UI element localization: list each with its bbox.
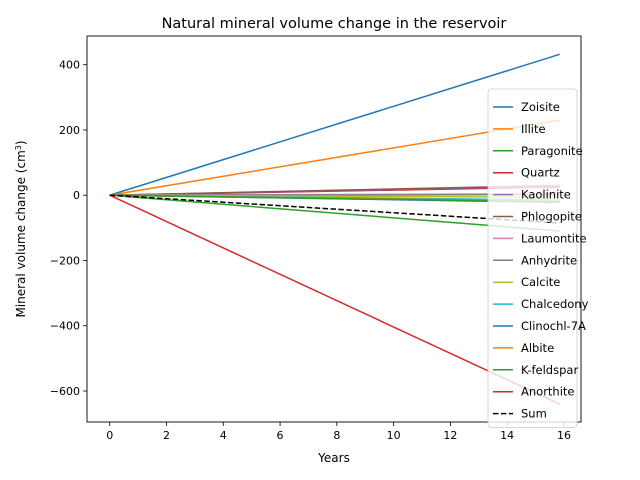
- x-tick-label: 12: [443, 429, 457, 442]
- legend-label: Clinochl-7A: [521, 319, 586, 333]
- x-tick-label: 2: [163, 429, 170, 442]
- legend-label: Laumontite: [521, 231, 587, 245]
- legend-label: Paragonite: [521, 144, 583, 158]
- legend-label: Illite: [521, 122, 546, 136]
- legend-label: Calcite: [521, 275, 560, 289]
- legend: Zoisite Illite Paragonite Quartz Kaolinite Ph…: [487, 88, 589, 428]
- x-tick-label: 16: [557, 429, 571, 442]
- legend-label: Phlogopite: [521, 210, 582, 224]
- legend-label: Anhydrite: [521, 253, 577, 267]
- plot-lines: [109, 53, 561, 405]
- legend-label: Sum: [521, 407, 547, 421]
- x-axis-label: Years: [317, 451, 350, 465]
- y-tick-label: −200: [50, 254, 80, 267]
- series-line-2: [109, 194, 560, 232]
- chart-title: Natural mineral volume change in the res…: [162, 16, 507, 32]
- x-tick-label: 10: [387, 429, 401, 442]
- legend-label: Quartz: [521, 166, 560, 180]
- legend-box: [487, 88, 578, 428]
- y-tick-label: −400: [50, 320, 80, 333]
- y-tick-label: 400: [59, 59, 80, 72]
- x-tick-label: 4: [220, 429, 227, 442]
- y-tick-label: 200: [59, 124, 80, 137]
- x-tick-label: 6: [277, 429, 284, 442]
- y-tick-label: 0: [73, 189, 80, 202]
- legend-label: K-feldspar: [521, 363, 578, 377]
- x-tick-label: 14: [500, 429, 514, 442]
- series-line-12: [109, 194, 560, 203]
- series-line-1: [109, 119, 560, 196]
- y-axis-label: Mineral volume change (cm3): [14, 140, 29, 317]
- series-line-5: [109, 184, 560, 196]
- legend-label: Anorthite: [521, 385, 575, 399]
- series-line-0: [109, 53, 560, 196]
- x-tick-label: 8: [333, 429, 340, 442]
- legend-label: Albite: [521, 341, 554, 355]
- legend-label: Zoisite: [521, 100, 560, 114]
- x-axis-ticks: 0 2 4 6 8 10 12 14 16: [106, 422, 571, 442]
- legend-label: Chalcedony: [521, 297, 589, 311]
- legend-label: Kaolinite: [521, 188, 571, 202]
- x-tick-label: 0: [106, 429, 113, 442]
- series-line-14: [109, 194, 560, 224]
- y-tick-label: −600: [50, 385, 80, 398]
- y-axis-ticks: −600 −400 −200 0 200 400: [50, 59, 87, 398]
- series-line-13: [109, 194, 561, 405]
- plot-frame: [86, 35, 582, 423]
